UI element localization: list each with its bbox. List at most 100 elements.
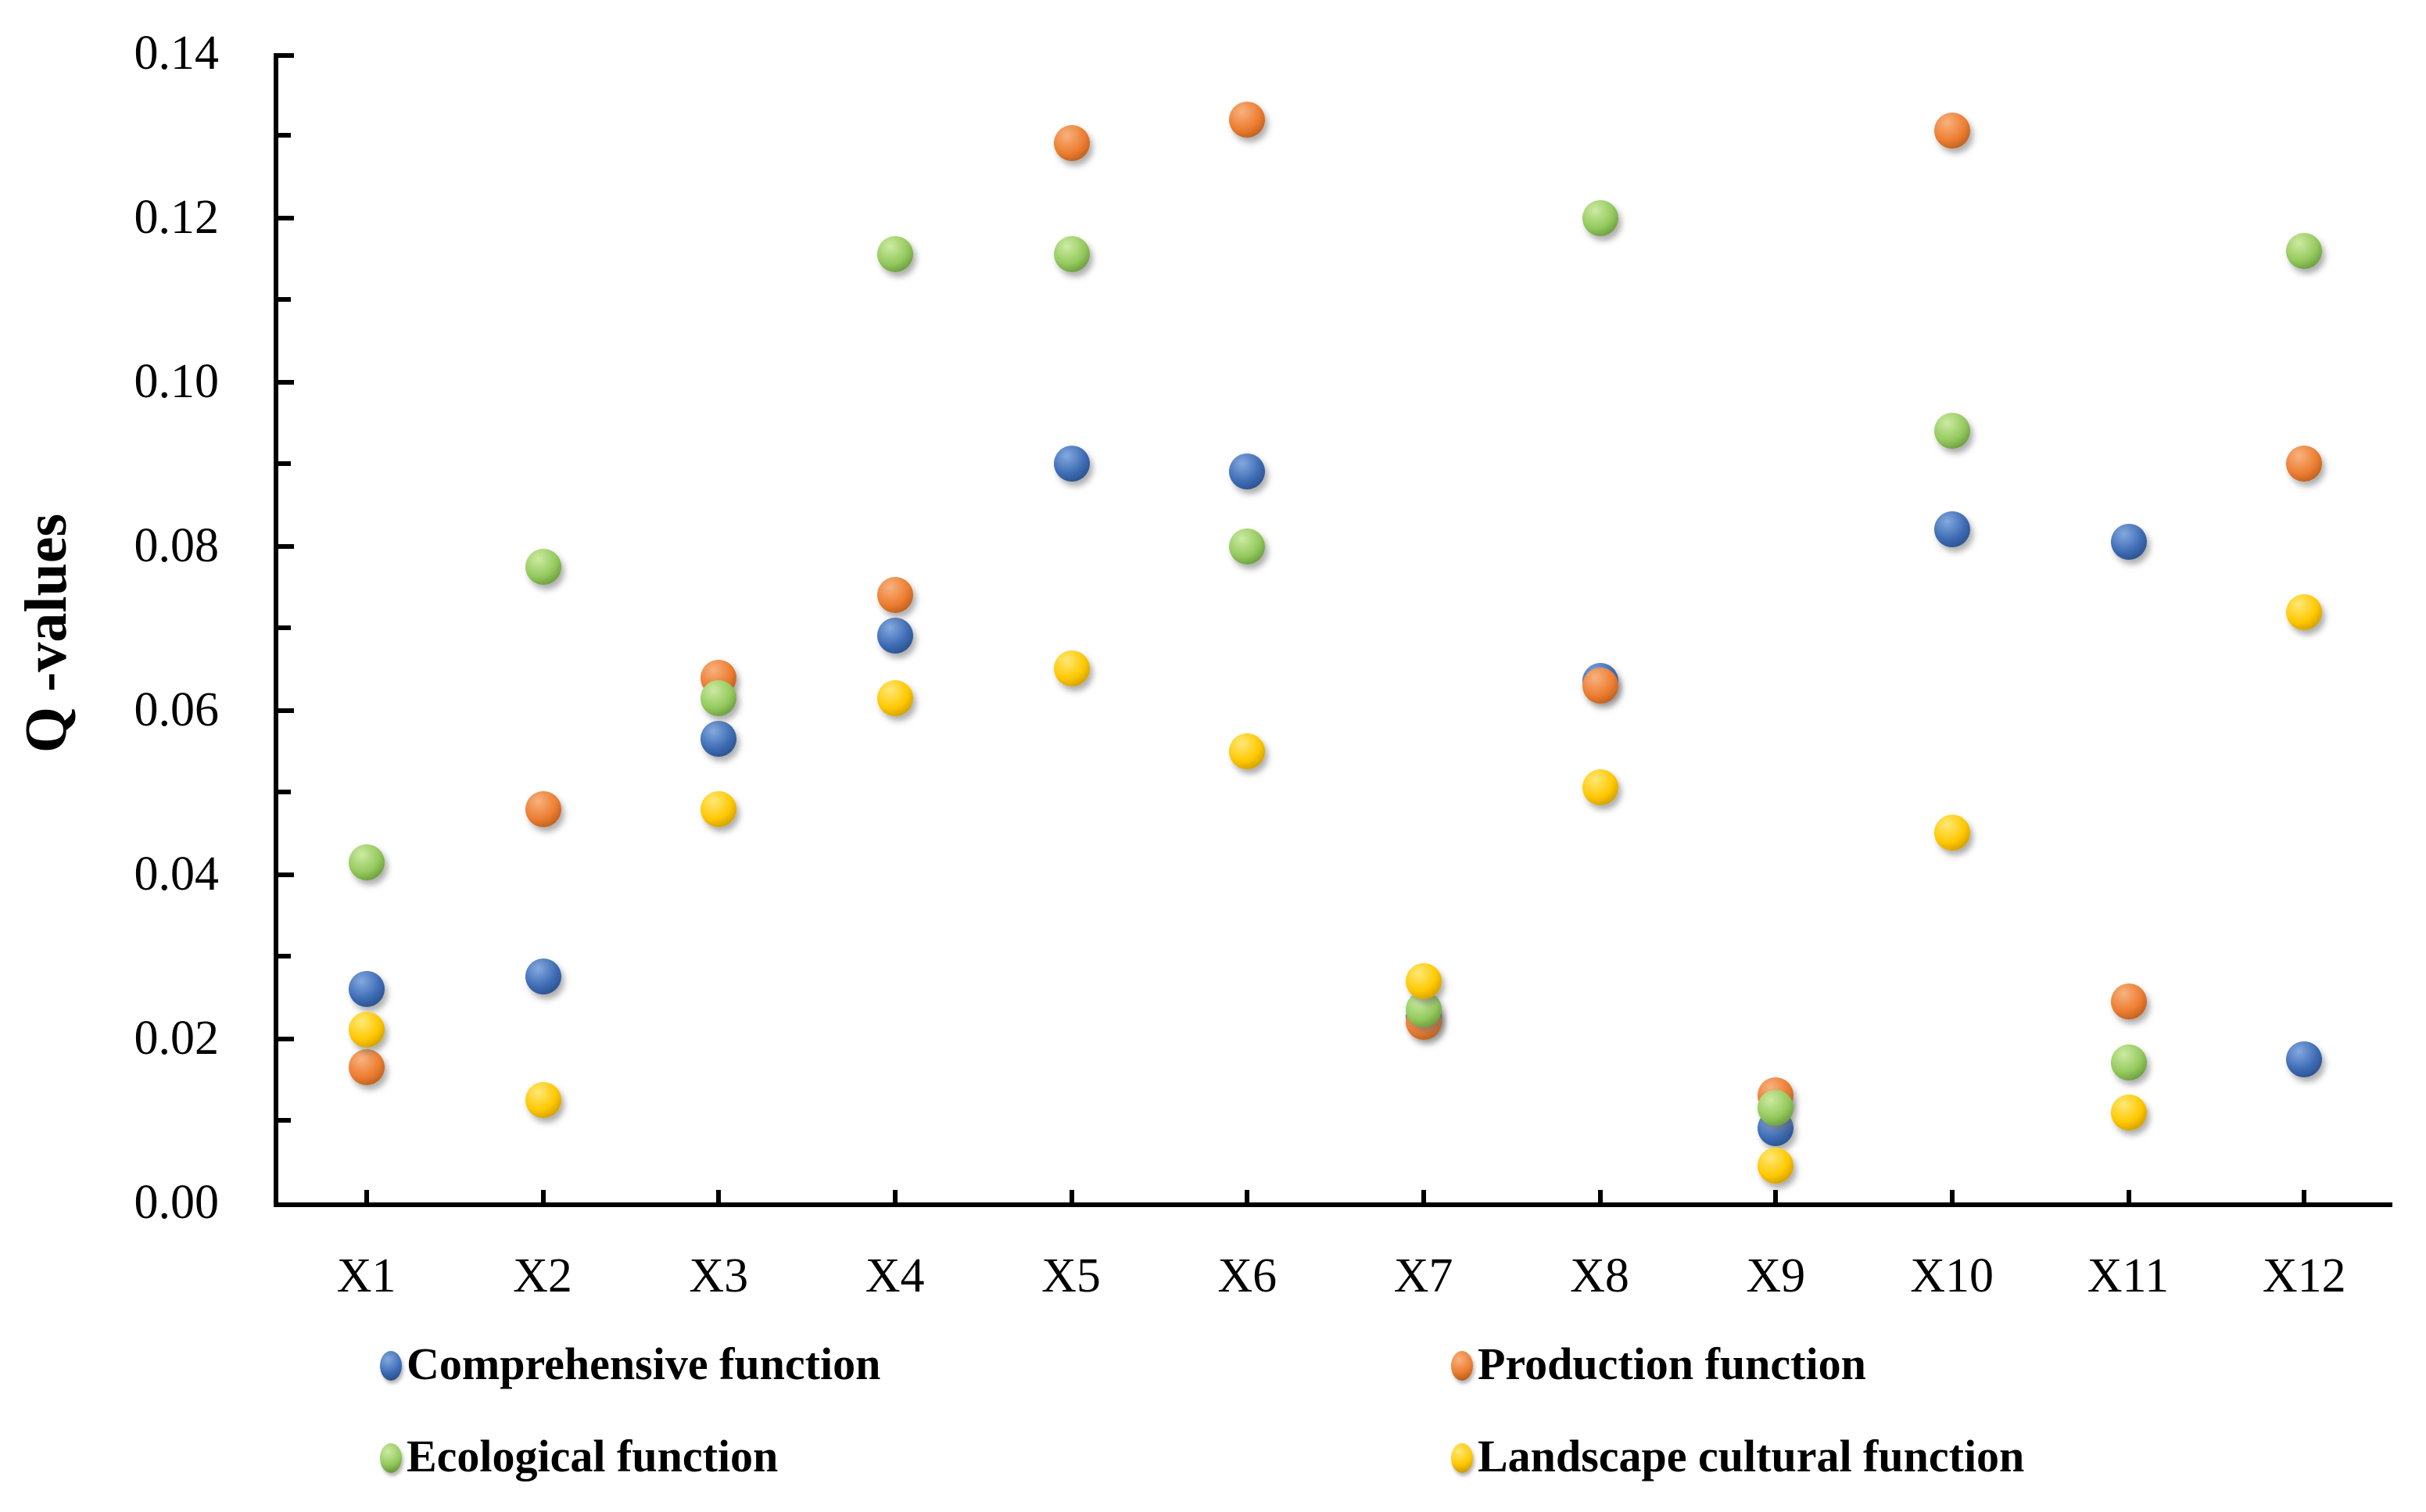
legend-marker-ecological-function: [380, 1442, 402, 1472]
data-point-landscape-cultural-function-X1: [348, 1012, 385, 1048]
data-point-ecological-function-X6: [1229, 528, 1266, 564]
data-point-comprehensive-function-X12: [2286, 1041, 2323, 1077]
y-minor-tick: [278, 954, 291, 958]
y-minor-tick: [278, 790, 291, 794]
x-tick-label: X7: [1393, 1248, 1453, 1302]
data-point-production-function-X6: [1229, 101, 1266, 137]
legend-label: Comprehensive function: [407, 1340, 881, 1390]
x-tick: [1069, 1190, 1073, 1202]
data-point-production-function-X2: [525, 790, 561, 826]
x-tick-label: X3: [689, 1248, 749, 1302]
data-point-ecological-function-X8: [1582, 199, 1618, 235]
legend-marker-landscape-cultural-function: [1451, 1442, 1473, 1472]
data-point-landscape-cultural-function-X4: [876, 679, 913, 716]
x-tick: [892, 1190, 898, 1202]
y-tick-label: 0.14: [134, 25, 220, 80]
y-minor-tick: [278, 461, 291, 466]
data-point-comprehensive-function-X5: [1053, 446, 1089, 482]
data-point-ecological-function-X5: [1053, 236, 1089, 273]
y-major-tick: [278, 215, 294, 220]
data-point-landscape-cultural-function-X3: [701, 790, 737, 826]
data-point-ecological-function-X1: [348, 844, 385, 880]
x-tick-label: X1: [336, 1248, 396, 1302]
y-tick-label: 0.06: [134, 682, 220, 736]
x-tick: [1421, 1190, 1426, 1202]
x-tick: [2302, 1190, 2307, 1202]
x-tick: [2126, 1190, 2130, 1202]
x-tick-label: X12: [2262, 1248, 2346, 1302]
y-major-tick: [278, 543, 294, 548]
data-point-ecological-function-X4: [876, 236, 913, 273]
x-tick-label: X6: [1217, 1248, 1278, 1302]
x-tick: [716, 1190, 722, 1202]
y-major-tick: [278, 379, 294, 384]
y-tick-label: 0.04: [134, 846, 220, 901]
data-point-ecological-function-X2: [525, 548, 561, 585]
data-point-ecological-function-X3: [701, 679, 737, 716]
y-axis-line: [274, 53, 278, 1207]
y-minor-tick: [278, 133, 291, 138]
data-point-comprehensive-function-X10: [1933, 511, 1970, 547]
x-tick-label: X9: [1746, 1248, 1806, 1302]
y-tick-label: 0.00: [134, 1174, 220, 1229]
data-point-production-function-X12: [2286, 446, 2323, 482]
legend-item-production-function: Production function: [1451, 1334, 1866, 1396]
y-tick-label: 0.08: [134, 518, 220, 572]
y-major-tick: [278, 1036, 294, 1041]
data-point-landscape-cultural-function-X5: [1053, 650, 1089, 687]
data-point-landscape-cultural-function-X10: [1933, 815, 1970, 851]
legend-marker-production-function: [1451, 1350, 1473, 1380]
x-tick: [1773, 1190, 1779, 1202]
data-point-production-function-X5: [1053, 125, 1089, 162]
legend-label: Ecological function: [407, 1432, 779, 1482]
data-point-production-function-X1: [348, 1048, 385, 1085]
legend-marker-comprehensive-function: [380, 1350, 402, 1380]
data-point-comprehensive-function-X6: [1229, 453, 1266, 490]
y-minor-tick: [278, 1118, 291, 1123]
data-point-comprehensive-function-X2: [525, 958, 561, 995]
x-tick-label: X11: [2087, 1248, 2170, 1302]
legend-item-ecological-function: Ecological function: [380, 1426, 778, 1489]
legend-item-landscape-cultural-function: Landscape cultural function: [1451, 1426, 2024, 1489]
y-major-tick: [278, 708, 294, 712]
x-tick-label: X5: [1041, 1248, 1101, 1302]
data-point-landscape-cultural-function-X2: [525, 1081, 561, 1118]
data-point-ecological-function-X12: [2286, 232, 2323, 268]
y-tick-label: 0.10: [134, 353, 220, 408]
x-tick-label: X10: [1910, 1248, 1994, 1302]
data-point-production-function-X8: [1582, 667, 1618, 704]
x-tick: [540, 1190, 545, 1202]
data-point-landscape-cultural-function-X12: [2286, 593, 2323, 629]
data-point-production-function-X11: [2110, 983, 2146, 1019]
legend-label: Production function: [1478, 1340, 1866, 1390]
data-point-landscape-cultural-function-X6: [1229, 733, 1266, 769]
data-point-production-function-X4: [876, 577, 913, 613]
data-point-landscape-cultural-function-X9: [1758, 1147, 1794, 1184]
data-point-comprehensive-function-X4: [876, 618, 913, 654]
data-point-production-function-X10: [1933, 113, 1970, 149]
data-point-comprehensive-function-X11: [2110, 523, 2146, 560]
x-tick: [364, 1190, 369, 1202]
data-point-ecological-function-X10: [1933, 413, 1970, 449]
y-minor-tick: [278, 625, 291, 630]
y-tick-label: 0.12: [134, 189, 220, 244]
y-tick-label: 0.02: [134, 1010, 220, 1065]
y-major-tick: [278, 53, 294, 58]
data-point-comprehensive-function-X1: [348, 971, 385, 1007]
x-tick: [1949, 1190, 1955, 1202]
data-point-ecological-function-X9: [1758, 1090, 1794, 1127]
y-axis-title: Q -values: [14, 513, 80, 754]
legend-item-comprehensive-function: Comprehensive function: [380, 1334, 880, 1396]
x-axis-line: [274, 1202, 2392, 1207]
x-tick-label: X8: [1570, 1248, 1629, 1302]
data-point-landscape-cultural-function-X7: [1405, 962, 1442, 999]
x-tick-label: X4: [865, 1248, 925, 1302]
data-point-landscape-cultural-function-X8: [1582, 769, 1618, 806]
y-major-tick: [278, 872, 294, 876]
data-point-landscape-cultural-function-X11: [2110, 1094, 2146, 1130]
legend-label: Landscape cultural function: [1478, 1432, 2025, 1482]
x-tick: [1597, 1190, 1602, 1202]
x-tick: [1245, 1190, 1250, 1202]
